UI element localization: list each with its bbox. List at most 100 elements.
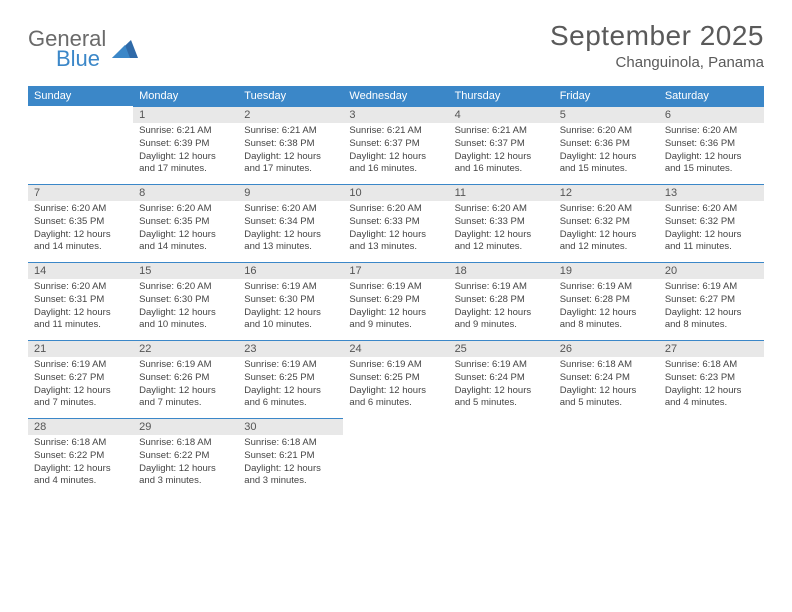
daylight-text: Daylight: 12 hours and 6 minutes. bbox=[349, 385, 442, 411]
daylight-text: Daylight: 12 hours and 15 minutes. bbox=[560, 151, 653, 177]
sunset-text: Sunset: 6:29 PM bbox=[349, 294, 442, 307]
daylight-text: Daylight: 12 hours and 10 minutes. bbox=[139, 307, 232, 333]
day-number-bar: 1 bbox=[133, 106, 238, 123]
sunset-text: Sunset: 6:39 PM bbox=[139, 138, 232, 151]
calendar-cell: 2Sunrise: 6:21 AMSunset: 6:38 PMDaylight… bbox=[238, 106, 343, 184]
sunrise-text: Sunrise: 6:20 AM bbox=[665, 203, 758, 216]
sunrise-text: Sunrise: 6:18 AM bbox=[244, 437, 337, 450]
sunrise-text: Sunrise: 6:20 AM bbox=[139, 203, 232, 216]
daylight-text: Daylight: 12 hours and 4 minutes. bbox=[665, 385, 758, 411]
calendar-cell: 11Sunrise: 6:20 AMSunset: 6:33 PMDayligh… bbox=[449, 184, 554, 262]
sunset-text: Sunset: 6:21 PM bbox=[244, 450, 337, 463]
sunset-text: Sunset: 6:30 PM bbox=[139, 294, 232, 307]
day-number-bar: 28 bbox=[28, 418, 133, 435]
calendar-cell: 28Sunrise: 6:18 AMSunset: 6:22 PMDayligh… bbox=[28, 418, 133, 496]
sunset-text: Sunset: 6:25 PM bbox=[349, 372, 442, 385]
sunset-text: Sunset: 6:34 PM bbox=[244, 216, 337, 229]
day-number-bar: 27 bbox=[659, 340, 764, 357]
location-text: Changuinola, Panama bbox=[550, 54, 764, 71]
sunset-text: Sunset: 6:26 PM bbox=[139, 372, 232, 385]
day-details: Sunrise: 6:19 AMSunset: 6:25 PMDaylight:… bbox=[238, 357, 343, 414]
sunrise-text: Sunrise: 6:19 AM bbox=[455, 359, 548, 372]
sunset-text: Sunset: 6:28 PM bbox=[560, 294, 653, 307]
calendar-week-row: 21Sunrise: 6:19 AMSunset: 6:27 PMDayligh… bbox=[28, 340, 764, 418]
day-number-bar: 29 bbox=[133, 418, 238, 435]
sunset-text: Sunset: 6:27 PM bbox=[665, 294, 758, 307]
calendar-cell bbox=[554, 418, 659, 496]
daylight-text: Daylight: 12 hours and 8 minutes. bbox=[665, 307, 758, 333]
header-row: General Blue September 2025 Changuinola,… bbox=[28, 20, 764, 78]
calendar-cell: 10Sunrise: 6:20 AMSunset: 6:33 PMDayligh… bbox=[343, 184, 448, 262]
calendar-week-row: 28Sunrise: 6:18 AMSunset: 6:22 PMDayligh… bbox=[28, 418, 764, 496]
sunset-text: Sunset: 6:30 PM bbox=[244, 294, 337, 307]
calendar-cell bbox=[343, 418, 448, 496]
logo: General Blue bbox=[28, 26, 138, 78]
day-details: Sunrise: 6:20 AMSunset: 6:32 PMDaylight:… bbox=[659, 201, 764, 258]
calendar-week-row: 1Sunrise: 6:21 AMSunset: 6:39 PMDaylight… bbox=[28, 106, 764, 184]
sunset-text: Sunset: 6:22 PM bbox=[139, 450, 232, 463]
day-details: Sunrise: 6:19 AMSunset: 6:24 PMDaylight:… bbox=[449, 357, 554, 414]
calendar-cell: 24Sunrise: 6:19 AMSunset: 6:25 PMDayligh… bbox=[343, 340, 448, 418]
daylight-text: Daylight: 12 hours and 16 minutes. bbox=[455, 151, 548, 177]
calendar-cell: 15Sunrise: 6:20 AMSunset: 6:30 PMDayligh… bbox=[133, 262, 238, 340]
daylight-text: Daylight: 12 hours and 9 minutes. bbox=[349, 307, 442, 333]
day-number-bar: 4 bbox=[449, 106, 554, 123]
calendar-cell bbox=[28, 106, 133, 184]
calendar-cell: 22Sunrise: 6:19 AMSunset: 6:26 PMDayligh… bbox=[133, 340, 238, 418]
daylight-text: Daylight: 12 hours and 12 minutes. bbox=[560, 229, 653, 255]
day-number-bar: 18 bbox=[449, 262, 554, 279]
weekday-header: Thursday bbox=[449, 86, 554, 106]
sunrise-text: Sunrise: 6:21 AM bbox=[244, 125, 337, 138]
sunrise-text: Sunrise: 6:18 AM bbox=[560, 359, 653, 372]
day-details: Sunrise: 6:19 AMSunset: 6:28 PMDaylight:… bbox=[449, 279, 554, 336]
sunrise-text: Sunrise: 6:19 AM bbox=[139, 359, 232, 372]
day-number-bar: 7 bbox=[28, 184, 133, 201]
calendar-cell: 30Sunrise: 6:18 AMSunset: 6:21 PMDayligh… bbox=[238, 418, 343, 496]
daylight-text: Daylight: 12 hours and 10 minutes. bbox=[244, 307, 337, 333]
sunrise-text: Sunrise: 6:19 AM bbox=[244, 281, 337, 294]
sunset-text: Sunset: 6:28 PM bbox=[455, 294, 548, 307]
sunset-text: Sunset: 6:27 PM bbox=[34, 372, 127, 385]
daylight-text: Daylight: 12 hours and 6 minutes. bbox=[244, 385, 337, 411]
sunrise-text: Sunrise: 6:20 AM bbox=[34, 281, 127, 294]
day-details: Sunrise: 6:19 AMSunset: 6:30 PMDaylight:… bbox=[238, 279, 343, 336]
calendar-cell: 16Sunrise: 6:19 AMSunset: 6:30 PMDayligh… bbox=[238, 262, 343, 340]
sunset-text: Sunset: 6:31 PM bbox=[34, 294, 127, 307]
daylight-text: Daylight: 12 hours and 14 minutes. bbox=[34, 229, 127, 255]
calendar-cell: 6Sunrise: 6:20 AMSunset: 6:36 PMDaylight… bbox=[659, 106, 764, 184]
daylight-text: Daylight: 12 hours and 12 minutes. bbox=[455, 229, 548, 255]
calendar-body: 1Sunrise: 6:21 AMSunset: 6:39 PMDaylight… bbox=[28, 106, 764, 496]
sunrise-text: Sunrise: 6:21 AM bbox=[455, 125, 548, 138]
sunrise-text: Sunrise: 6:18 AM bbox=[139, 437, 232, 450]
day-number-bar: 30 bbox=[238, 418, 343, 435]
day-number-bar: 5 bbox=[554, 106, 659, 123]
day-details: Sunrise: 6:18 AMSunset: 6:22 PMDaylight:… bbox=[28, 435, 133, 492]
sunrise-text: Sunrise: 6:19 AM bbox=[34, 359, 127, 372]
day-details: Sunrise: 6:19 AMSunset: 6:26 PMDaylight:… bbox=[133, 357, 238, 414]
calendar-cell: 8Sunrise: 6:20 AMSunset: 6:35 PMDaylight… bbox=[133, 184, 238, 262]
daylight-text: Daylight: 12 hours and 9 minutes. bbox=[455, 307, 548, 333]
sunrise-text: Sunrise: 6:19 AM bbox=[455, 281, 548, 294]
calendar-cell: 13Sunrise: 6:20 AMSunset: 6:32 PMDayligh… bbox=[659, 184, 764, 262]
day-number-bar: 25 bbox=[449, 340, 554, 357]
sunrise-text: Sunrise: 6:20 AM bbox=[244, 203, 337, 216]
day-details: Sunrise: 6:20 AMSunset: 6:36 PMDaylight:… bbox=[554, 123, 659, 180]
sunrise-text: Sunrise: 6:19 AM bbox=[349, 281, 442, 294]
calendar-cell: 7Sunrise: 6:20 AMSunset: 6:35 PMDaylight… bbox=[28, 184, 133, 262]
day-number-bar: 20 bbox=[659, 262, 764, 279]
sunset-text: Sunset: 6:22 PM bbox=[34, 450, 127, 463]
daylight-text: Daylight: 12 hours and 5 minutes. bbox=[455, 385, 548, 411]
sunrise-text: Sunrise: 6:21 AM bbox=[349, 125, 442, 138]
calendar-cell: 21Sunrise: 6:19 AMSunset: 6:27 PMDayligh… bbox=[28, 340, 133, 418]
sunset-text: Sunset: 6:24 PM bbox=[560, 372, 653, 385]
calendar-week-row: 7Sunrise: 6:20 AMSunset: 6:35 PMDaylight… bbox=[28, 184, 764, 262]
day-number-bar: 23 bbox=[238, 340, 343, 357]
sunset-text: Sunset: 6:32 PM bbox=[665, 216, 758, 229]
day-details: Sunrise: 6:19 AMSunset: 6:29 PMDaylight:… bbox=[343, 279, 448, 336]
day-details: Sunrise: 6:20 AMSunset: 6:31 PMDaylight:… bbox=[28, 279, 133, 336]
sunset-text: Sunset: 6:23 PM bbox=[665, 372, 758, 385]
weekday-header: Friday bbox=[554, 86, 659, 106]
calendar-cell: 25Sunrise: 6:19 AMSunset: 6:24 PMDayligh… bbox=[449, 340, 554, 418]
daylight-text: Daylight: 12 hours and 15 minutes. bbox=[665, 151, 758, 177]
day-details: Sunrise: 6:21 AMSunset: 6:39 PMDaylight:… bbox=[133, 123, 238, 180]
